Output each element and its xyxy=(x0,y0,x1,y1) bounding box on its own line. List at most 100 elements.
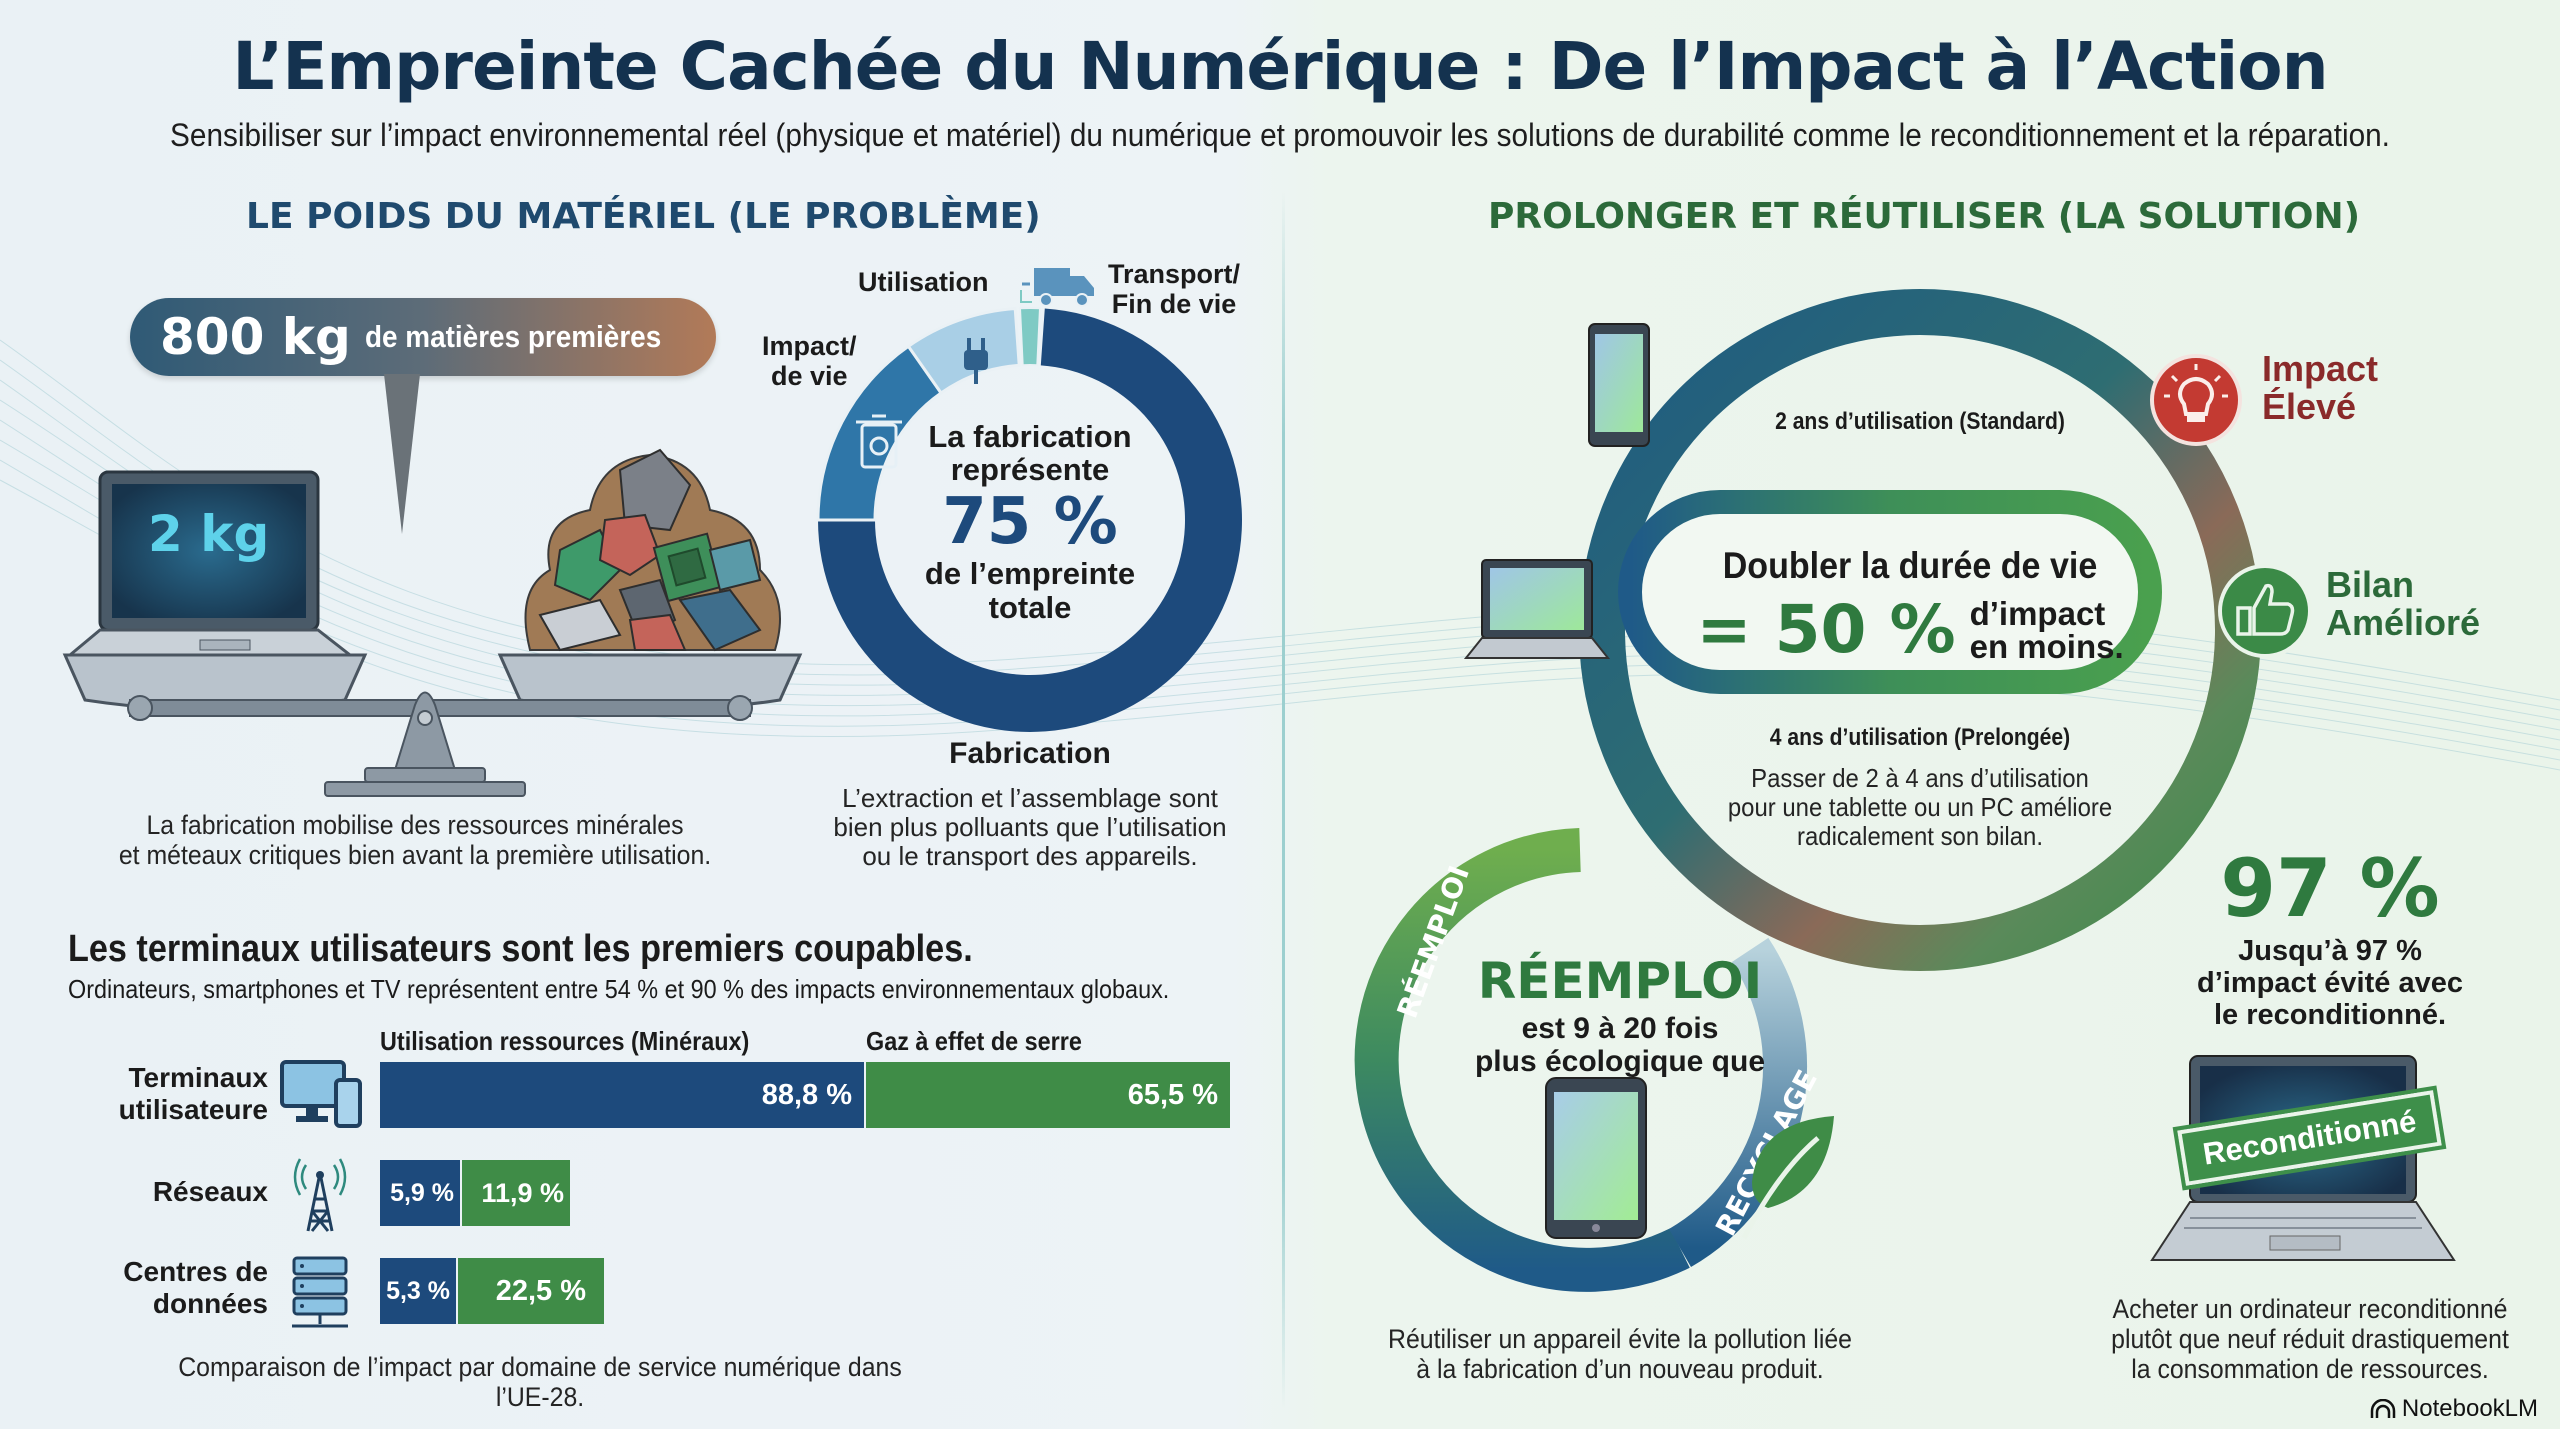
refurb-caption-line: la consommation de ressources. xyxy=(2131,1354,2489,1385)
donut-label-impact-line: de vie xyxy=(770,360,848,391)
reuse-caption-line: Réutiliser un appareil évite la pollutio… xyxy=(1388,1324,1852,1354)
raw-materials-label: de matières premières xyxy=(364,319,662,354)
lifespan-desc-line: Passer de 2 à 4 ans d’utilisation xyxy=(1751,763,2089,793)
badge-improved-line: Amélioré xyxy=(2326,601,2481,643)
donut-label-impact: Impact/ de vie xyxy=(762,331,857,391)
bars-col-ghg: Gaz à effet de serre xyxy=(866,1026,1082,1056)
bar-ghg-terminaux: 65,5 % xyxy=(866,1062,1230,1128)
refurb-value: 97 % xyxy=(2220,842,2440,935)
donut-center-text: La fabrication représente 75 % de l’empr… xyxy=(880,419,1180,625)
donut-label-transport-line: Fin de vie xyxy=(1111,288,1237,319)
tablet-icon xyxy=(1588,323,1650,447)
leaf-icon xyxy=(1741,1116,1834,1240)
badge-improved: Bilan Amélioré xyxy=(2326,566,2480,642)
donut-center-line: de l’empreinte xyxy=(924,556,1136,592)
lifespan-pill-suffix-line: d’impact xyxy=(1969,594,2106,632)
refurb-caption: Acheter un ordinateur reconditionné plut… xyxy=(2080,1294,2540,1385)
badge-improved-line: Bilan xyxy=(2326,564,2415,605)
donut-center-line: représente xyxy=(950,452,1110,488)
raw-materials-pill: 800 kg de matières premières xyxy=(130,298,716,376)
lifespan-desc-line: pour une tablette ou un PC améliore xyxy=(1727,792,2113,823)
donut-caption-line: bien plus polluants que l’utilisation xyxy=(833,812,1227,843)
power-plug-icon xyxy=(964,338,988,384)
bars-footnote: Comparaison de l’impact par domaine de s… xyxy=(178,1352,902,1413)
lifespan-pill-text: Doubler la durée de vie = 50 % d’impact … xyxy=(1650,545,2170,668)
tablet-reuse-icon xyxy=(1545,1077,1647,1239)
donut-caption-line: ou le transport des appareils. xyxy=(862,841,1198,872)
bar-minerals-datacenters: 5,3 % xyxy=(380,1258,456,1324)
section-divider xyxy=(1282,190,1285,1410)
section-title-problem: LE POIDS DU MATÉRIEL (LE PROBLÈME) xyxy=(246,196,1041,237)
lifespan-pill-suffix-line: en moins. xyxy=(1969,627,2124,665)
server-icon xyxy=(292,1256,348,1328)
refurb-text: Jusqu’à 97 % d’impact évité avec le reco… xyxy=(2140,935,2520,1032)
bars-title: Les terminaux utilisateurs sont les prem… xyxy=(68,928,973,970)
section-title-solution: PROLONGER ET RÉUTILISER (LA SOLUTION) xyxy=(1488,196,2361,237)
pill-pointer xyxy=(384,374,420,534)
lifespan-pill-line: Doubler la durée de vie xyxy=(1722,545,2098,586)
refurb-caption-line: plutôt que neuf réduit drastiquement xyxy=(2111,1324,2509,1355)
bar-ghg-datacenters: 22,5 % xyxy=(458,1258,604,1324)
scale-caption-line: et méteaux critiques bien avant la premi… xyxy=(118,840,712,871)
reuse-caption: Réutiliser un appareil évite la pollutio… xyxy=(1362,1324,1877,1384)
donut-caption: L’extraction et l’assemblage sont bien p… xyxy=(800,783,1260,872)
badge-high-impact-line: Élevé xyxy=(2262,385,2357,427)
thumbs-up-icon xyxy=(2218,564,2312,658)
antenna-icon xyxy=(293,1158,347,1232)
lifespan-desc-line: radicalement son bilan. xyxy=(1796,821,2043,852)
reuse-text-line: plus écologique que xyxy=(1474,1045,1766,1078)
donut-label-impact-line: Impact/ xyxy=(762,331,857,361)
bar-minerals-terminaux: 88,8 % xyxy=(380,1062,864,1128)
badge-high-impact: Impact Élevé xyxy=(2262,350,2378,426)
bars-subtitle: Ordinateurs, smartphones et TV représent… xyxy=(68,974,1170,1004)
recycle-bin-icon xyxy=(856,414,902,469)
bars-col-minerals: Utilisation ressources (Minéraux) xyxy=(380,1026,750,1056)
lifespan-desc: Passer de 2 à 4 ans d’utilisation pour u… xyxy=(1681,763,2159,852)
bar-row-label-line: données xyxy=(152,1288,268,1320)
donut-label-transport: Transport/ Fin de vie xyxy=(1108,259,1241,319)
bar-minerals-reseaux: 5,9 % xyxy=(380,1160,460,1226)
bar-row-label: Centres de données xyxy=(60,1256,268,1320)
refurb-text-line: le reconditionné. xyxy=(2213,998,2447,1031)
lifespan-standard-label: 2 ans d’utilisation (Standard) xyxy=(1775,408,2065,435)
notebooklm-logo-icon xyxy=(2370,1399,2396,1418)
balance-scale-icon xyxy=(62,448,803,797)
donut-label-transport-line: Transport/ xyxy=(1108,259,1241,289)
raw-materials-value: 800 kg xyxy=(160,308,351,366)
refurb-caption-line: Acheter un ordinateur reconditionné xyxy=(2112,1294,2508,1324)
scale-caption-line: La fabrication mobilise des ressources m… xyxy=(146,810,684,840)
reuse-text: est 9 à 20 fois plus écologique que xyxy=(1440,1012,1800,1078)
lifespan-pill-row: = 50 % d’impact en moins. xyxy=(1650,591,2170,668)
bar-row-label: Terminaux utilisateure xyxy=(60,1062,268,1126)
refurb-text-line: Jusqu’à 97 % xyxy=(2238,935,2422,967)
badge-high-impact-line: Impact xyxy=(2262,348,2379,389)
footprint-donut-chart xyxy=(816,306,1242,732)
notebooklm-label: NotebookLM xyxy=(2401,1395,2538,1422)
lightbulb-icon xyxy=(2150,354,2242,446)
lifespan-prolonged-label: 4 ans d’utilisation (Prelongée) xyxy=(1769,724,2071,751)
donut-label-fabrication: Fabrication xyxy=(949,737,1111,770)
reuse-text-line: est 9 à 20 fois xyxy=(1521,1012,1719,1045)
lifespan-pill-suffix: d’impact en moins. xyxy=(1970,597,2124,663)
devices-icon xyxy=(280,1060,362,1128)
page-subtitle: Sensibiliser sur l’impact environnementa… xyxy=(170,117,2390,153)
bar-row-label-line: Terminaux xyxy=(128,1062,268,1093)
donut-center-value: 75 % xyxy=(942,484,1118,559)
notebooklm-brand: NotebookLM xyxy=(2370,1395,2538,1423)
reuse-ring: RÉEMPLOI RECYCLAGE xyxy=(1354,828,1824,1292)
donut-center-line: La fabrication xyxy=(928,419,1132,454)
bar-row-label-line: Centres de xyxy=(123,1256,268,1287)
bar-row-label-line: utilisateure xyxy=(118,1094,268,1126)
scale-caption: La fabrication mobilise des ressources m… xyxy=(116,810,714,870)
refurb-text-line: d’impact évité avec xyxy=(2197,966,2463,999)
page-title: L’Empreinte Cachée du Numérique : De l’I… xyxy=(232,28,2328,105)
reuse-caption-line: à la fabrication d’un nouveau produit. xyxy=(1416,1354,1824,1385)
truck-icon xyxy=(1020,268,1094,307)
lifespan-reduction-value: = 50 % xyxy=(1696,591,1956,668)
laptop-icon xyxy=(1463,559,1611,659)
bar-ghg-reseaux: 11,9 % xyxy=(462,1160,570,1226)
bar-row-label-line: Réseaux xyxy=(152,1176,268,1207)
donut-caption-line: L’extraction et l’assemblage sont xyxy=(842,783,1218,813)
donut-center-line: totale xyxy=(988,589,1072,625)
donut-label-utilisation: Utilisation xyxy=(858,267,989,297)
